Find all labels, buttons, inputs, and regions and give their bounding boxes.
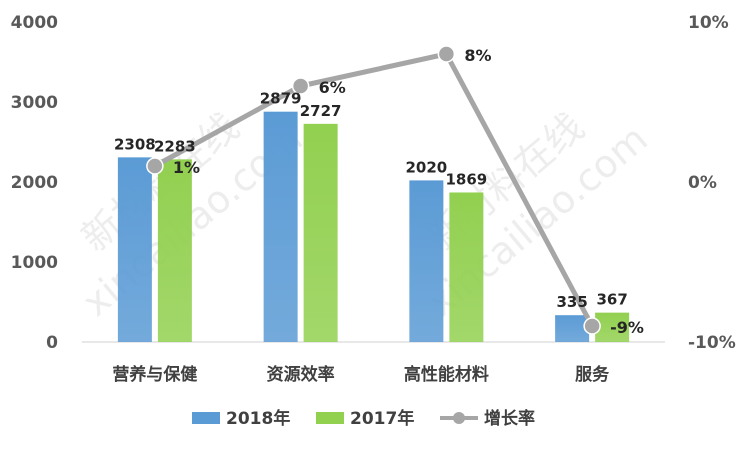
right-tick-label: 10% [688, 13, 729, 33]
legend-label: 2018年 [226, 408, 290, 429]
bar-value-label: 2879 [260, 90, 302, 108]
right-axis: -10% 0% 10% [688, 13, 736, 353]
growth-point-营养与保健 [146, 157, 164, 175]
bar-layer [117, 111, 630, 343]
legend-label: 增长率 [484, 408, 535, 429]
growth-value-label: 1% [173, 158, 200, 177]
category-label: 资源效率 [267, 364, 335, 385]
growth-point-高性能材料 [437, 45, 456, 63]
left-tick-label: 3000 [11, 93, 58, 113]
legend-item-2018年: 2018年 [192, 408, 290, 429]
growth-value-label: -9% [610, 318, 644, 337]
bar-2018年-营养与保健 [117, 157, 152, 342]
right-tick-label: -10% [688, 333, 736, 353]
bar-value-label: 2283 [154, 137, 196, 155]
growth-line-layer [146, 45, 601, 335]
legend-swatch [316, 412, 344, 424]
growth-value-label: 8% [464, 46, 491, 65]
bar-2017年-资源效率 [303, 123, 338, 342]
bar-value-label: 335 [556, 293, 587, 311]
category-label: 营养与保健 [112, 364, 197, 385]
left-tick-label: 1000 [11, 253, 58, 273]
growth-value-label: 6% [319, 78, 346, 97]
left-tick-label: 0 [46, 333, 58, 353]
bar-2018年-高性能材料 [409, 180, 444, 342]
bar-value-label: 1869 [446, 170, 488, 188]
bar-2017年-营养与保健 [157, 159, 192, 342]
bar-2017年-高性能材料 [449, 192, 484, 342]
bar-2017年-服务 [595, 312, 630, 342]
growth-point-资源效率 [291, 77, 310, 95]
category-label: 高性能材料 [404, 364, 489, 385]
left-tick-label: 4000 [11, 13, 58, 33]
legend-item-2017年: 2017年 [316, 408, 414, 429]
legend-label: 2017年 [350, 408, 414, 429]
right-tick-label: 0% [688, 173, 717, 193]
bar-value-label: 2727 [300, 102, 342, 120]
legend-swatch [192, 412, 220, 424]
data-label-layer: 2308 2879 2020 335 2283 2727 1869 367 1% 6% 8% -9% [114, 46, 644, 337]
growth-line [153, 51, 595, 328]
legend-item-增长率: 增长率 [440, 408, 535, 429]
category-axis: 营养与保健 资源效率 高性能材料 服务 [112, 364, 610, 385]
bar-2018年-资源效率 [263, 111, 298, 343]
category-label: 服务 [575, 364, 610, 385]
left-axis: 0 1000 2000 3000 4000 [11, 13, 58, 353]
growth-point-服务 [583, 317, 601, 335]
bar-value-label: 2308 [114, 135, 156, 153]
bar-value-label: 2020 [406, 158, 448, 176]
bar-value-label: 367 [596, 291, 627, 309]
legend-marker [453, 412, 465, 424]
legend: 2018年 2017年 增长率 [192, 408, 535, 429]
bar-2018年-服务 [555, 315, 590, 342]
left-tick-label: 2000 [11, 173, 58, 193]
